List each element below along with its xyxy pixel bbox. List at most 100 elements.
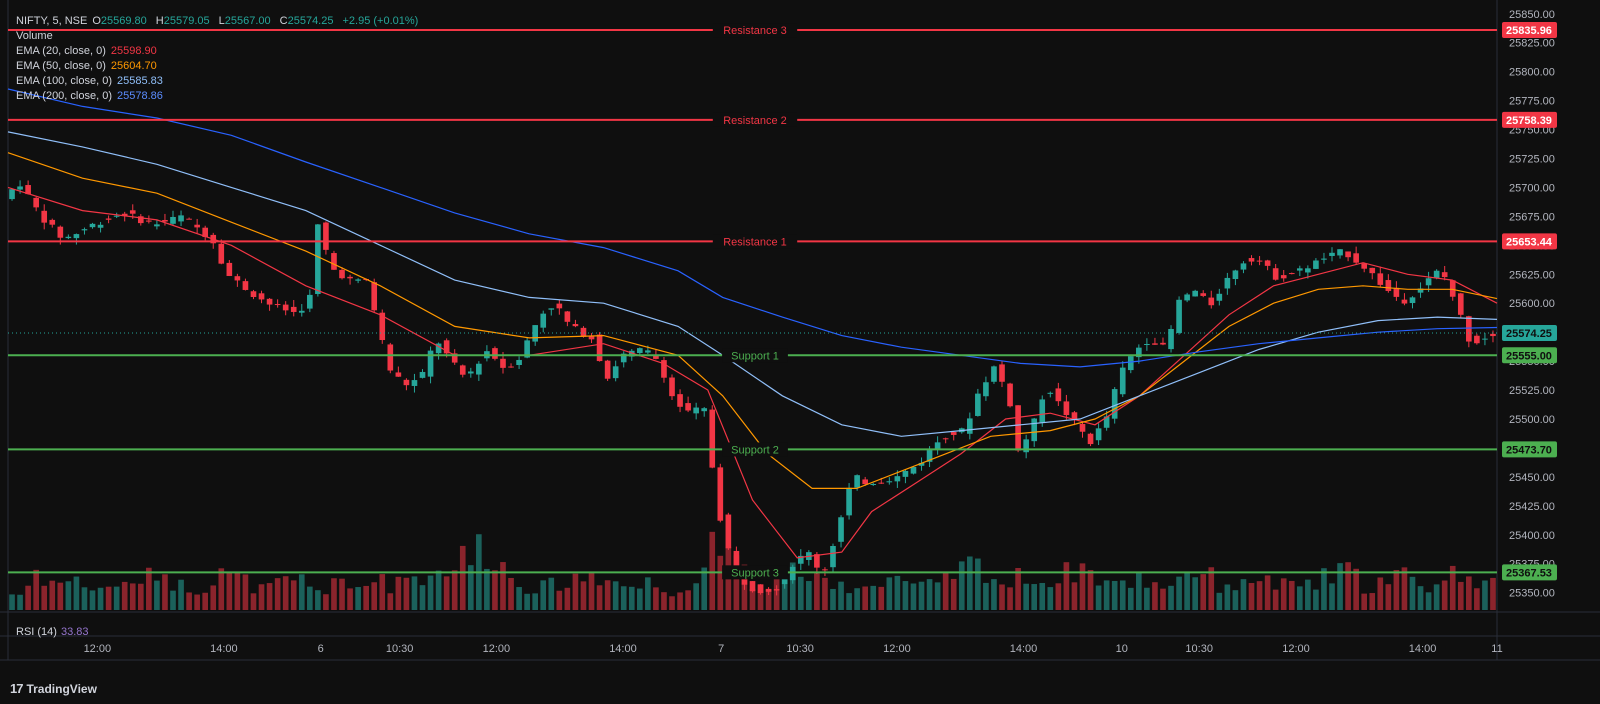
volume-bar: [1256, 581, 1263, 610]
candle-body: [403, 379, 410, 386]
volume-bar: [1321, 568, 1327, 610]
volume-bar: [443, 576, 450, 610]
volume-bar: [1224, 584, 1231, 610]
volume-bar: [218, 568, 225, 610]
level-price-tag: [1502, 564, 1557, 581]
indicator-ema-100[interactable]: EMA (100, close, 0) 25585.83: [16, 75, 163, 87]
candle-body: [725, 514, 732, 549]
volume-bar: [1144, 587, 1150, 610]
volume-bar: [1457, 581, 1464, 610]
candle-body: [1385, 280, 1392, 291]
volume-bar: [789, 562, 796, 610]
candle-body: [395, 372, 402, 377]
volume-bar: [226, 572, 233, 610]
volume-bar: [170, 590, 176, 610]
volume-bar: [612, 581, 619, 610]
candle-body: [1409, 297, 1416, 304]
level-price-label: 25653.44: [1506, 236, 1553, 248]
candle-body: [347, 276, 353, 279]
candle-body: [451, 353, 458, 363]
indicator-ema-200[interactable]: EMA (200, close, 0) 25578.86: [16, 90, 163, 102]
x-tick-label: 10:30: [1185, 643, 1213, 655]
indicator-volume[interactable]: Volume: [16, 30, 53, 42]
rsi-legend[interactable]: RSI (14) 33.83: [16, 626, 89, 638]
volume-bar: [1280, 578, 1287, 610]
volume-bar: [9, 594, 15, 610]
candle-body: [41, 210, 48, 223]
candle-body: [154, 224, 160, 227]
x-tick-label: 14:00: [1409, 643, 1437, 655]
volume-bar: [467, 565, 474, 610]
volume-bar: [894, 575, 901, 610]
x-tick-label: 12:00: [84, 643, 112, 655]
volume-bar: [403, 577, 410, 610]
indicator-ema-20[interactable]: EMA (20, close, 0) 25598.90: [16, 45, 157, 57]
candle-body: [838, 517, 844, 542]
candle-body: [661, 360, 667, 378]
volume-bar: [266, 583, 273, 610]
candle-body: [556, 303, 563, 309]
candle-body: [1361, 263, 1368, 269]
y-tick-label: 25675.00: [1509, 211, 1555, 223]
candle-body: [1023, 439, 1029, 453]
volume-bar: [1200, 574, 1207, 610]
volume-bar: [991, 579, 997, 610]
indicator-ema-50[interactable]: EMA (50, close, 0) 25604.70: [16, 60, 157, 72]
volume-bar: [846, 593, 852, 610]
candle-body: [983, 382, 989, 397]
candle-body: [202, 227, 209, 238]
symbol-label[interactable]: NIFTY, 5, NSE: [16, 15, 88, 27]
candle-body: [508, 366, 514, 368]
candle-body: [516, 359, 522, 366]
y-tick-label: 25800.00: [1509, 67, 1555, 79]
candle-body: [1063, 401, 1070, 416]
candle-body: [379, 312, 386, 341]
volume-bar: [975, 558, 981, 610]
level-name: Support 3: [731, 567, 779, 579]
candle-body: [371, 282, 378, 311]
volume-bar: [1039, 582, 1046, 610]
candle-body: [1337, 249, 1343, 256]
y-tick-label: 25600.00: [1509, 298, 1555, 310]
candle-body: [178, 215, 184, 222]
candle-body: [25, 185, 31, 195]
volume-bar: [89, 590, 96, 610]
volume-bar: [588, 572, 595, 610]
volume-bar: [1369, 593, 1376, 610]
volume-bar: [492, 570, 498, 610]
candle-body: [492, 348, 498, 359]
candle-body: [1015, 405, 1021, 451]
candle-body: [612, 366, 619, 379]
candle-body: [1079, 423, 1086, 432]
candle-body: [282, 304, 289, 311]
volume-bar: [258, 584, 265, 610]
volume-bar: [1240, 579, 1247, 610]
volume-bar: [500, 562, 506, 610]
volume-bar: [1466, 576, 1472, 610]
candle-body: [532, 325, 539, 342]
candle-body: [620, 353, 627, 363]
level-price-tag: [1502, 347, 1557, 364]
candle-body: [1111, 389, 1118, 419]
candle-body: [789, 566, 796, 581]
candle-body: [1055, 388, 1062, 402]
volume-bar: [1417, 586, 1424, 610]
volume-bar: [250, 593, 257, 610]
candle-body: [121, 213, 128, 217]
candle-body: [331, 253, 337, 270]
tradingview-logo[interactable]: 17 TradingView: [10, 681, 97, 696]
candle-body: [1353, 253, 1359, 263]
volume-bar: [1449, 565, 1456, 610]
volume-bar: [298, 574, 305, 610]
level-price-tag: [1502, 22, 1557, 39]
candle-body: [685, 403, 691, 411]
volume-bar: [918, 581, 925, 610]
candle-body: [1393, 287, 1400, 297]
candle-body: [411, 380, 418, 386]
volume-bar: [17, 594, 23, 610]
candle-body: [637, 348, 643, 354]
open-value: 25569.80: [100, 15, 147, 27]
candle-body: [1248, 258, 1255, 262]
volume-bar: [25, 585, 31, 610]
